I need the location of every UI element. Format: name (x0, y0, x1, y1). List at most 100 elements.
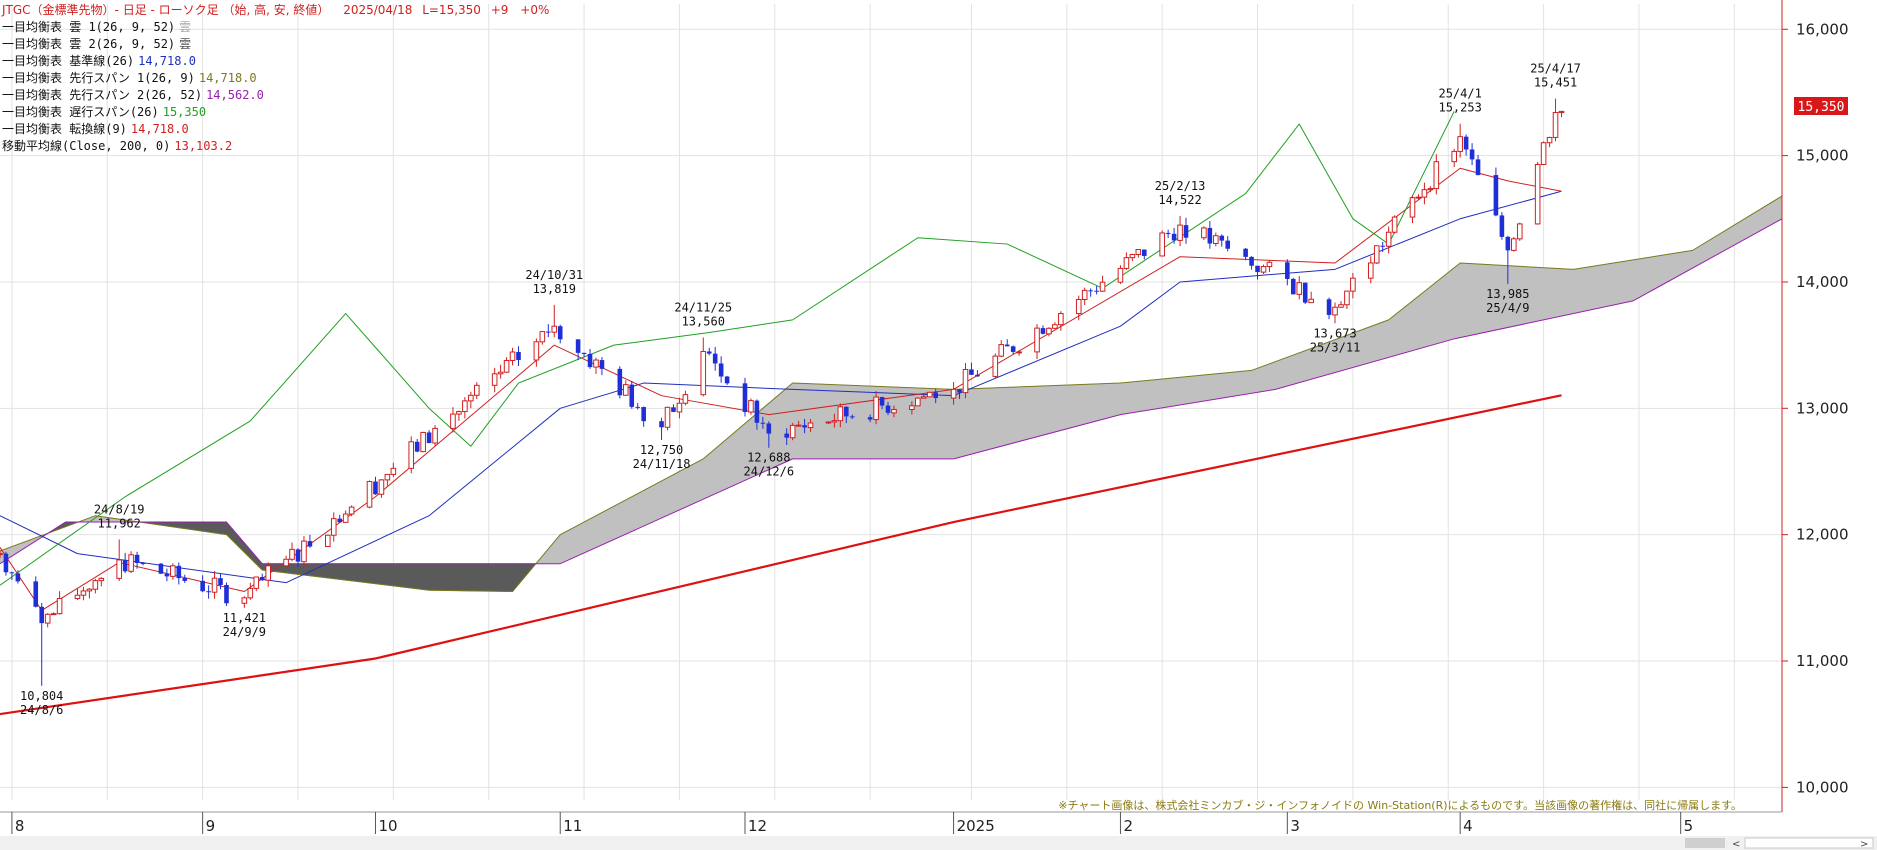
cloud-segment (1030, 385, 1038, 439)
cloud-segment (1251, 367, 1258, 394)
legend-value: 14,562.0 (206, 88, 264, 102)
cloud-segment (1537, 267, 1544, 322)
candle-body (641, 407, 646, 422)
cloud-segment (643, 486, 650, 527)
cloud-segment (1257, 365, 1264, 393)
candle-body (682, 394, 689, 404)
candle-body (301, 540, 307, 563)
legend-item: 一目均衡表 基準線(26) 14,718.0 (2, 53, 196, 68)
cloud-segment (1281, 356, 1288, 389)
candle-body (1010, 346, 1016, 352)
cloud-segment (393, 563, 400, 587)
cloud-segment (1465, 263, 1473, 337)
legend-value: 14,718.0 (131, 122, 189, 136)
candle-body (1123, 257, 1130, 269)
candle-body (44, 613, 51, 624)
candle-body (635, 406, 641, 408)
scroll-track[interactable] (1744, 837, 1874, 849)
cloud-segment (846, 384, 853, 460)
date-text: 2025/04/18 (343, 3, 412, 17)
candle-body (1207, 227, 1213, 244)
cloud-segment (1376, 321, 1383, 362)
cloud-segment (1000, 387, 1008, 447)
cloud-segment (673, 470, 680, 514)
candles (0, 98, 1565, 686)
candle-body (659, 421, 664, 428)
cloud-segment (488, 563, 495, 592)
candle-body (330, 518, 337, 536)
cloud-segment (1269, 361, 1276, 391)
candle-body (575, 339, 581, 353)
candle-body (1249, 256, 1254, 266)
legend-value: 14,718.0 (199, 71, 257, 85)
candle-body (426, 432, 432, 444)
x-tick-label: 12 (748, 817, 767, 835)
scroll-right-icon[interactable]: > (1860, 839, 1868, 850)
copyright-notice: ※チャート画像は、株式会社ミンカブ・ジ・インフォノイドの Win-Station… (1058, 798, 1742, 812)
cloud-segment (1650, 255, 1658, 292)
annotation-date: 25/4/9 (1486, 301, 1529, 315)
cloud-segment (929, 388, 936, 460)
legend-value: 13,103.2 (174, 139, 232, 153)
leading-span-2-line (0, 218, 1783, 565)
candle-body (1469, 149, 1475, 160)
cloud-segment (1215, 372, 1223, 400)
annotation-date: 25/2/13 (1155, 179, 1206, 193)
candle-body (1171, 233, 1177, 241)
cloud-segment (983, 387, 990, 452)
annotation-price: 14,522 (1158, 193, 1201, 207)
candle-body (1540, 142, 1547, 165)
candle-body (116, 559, 122, 579)
scrollbar[interactable]: < > (0, 836, 1877, 850)
candle-body (176, 565, 182, 579)
candle-body (1117, 267, 1124, 283)
cloud-segment (190, 521, 197, 531)
candle-body (1213, 235, 1219, 244)
candle-body (992, 355, 999, 377)
cloud-segment (1066, 384, 1074, 430)
candle-body (950, 388, 957, 399)
title-text: JTGC（金標準先物）- 日足 - ローソク足 （始, 高, 安, 終値） (1, 2, 329, 17)
annotation-date: 24/11/25 (674, 301, 732, 315)
candle-body (837, 406, 844, 422)
cloud-segment (899, 386, 907, 460)
cloud-segment (1221, 372, 1229, 399)
candle-body (920, 396, 927, 399)
cloud-segment (1245, 370, 1252, 395)
cloud-segment (1197, 374, 1205, 403)
cloud-segment (1543, 267, 1550, 321)
cloud-segment (1614, 261, 1622, 306)
candle-body (1225, 240, 1231, 249)
cloud-segment (1149, 379, 1157, 411)
candle-body (414, 441, 420, 452)
cloud-segment (1531, 266, 1538, 323)
cloud-segment (196, 521, 203, 532)
cloud-segment (702, 453, 710, 500)
scroll-thumb[interactable] (1685, 838, 1725, 848)
candle-body (9, 572, 15, 574)
cloud-segment (1567, 268, 1574, 316)
cloud-segment (1406, 300, 1413, 353)
cloud-segment (1096, 383, 1103, 422)
cloud-segment (1287, 354, 1294, 387)
leading-span-1-line (0, 195, 1783, 593)
candle-body (557, 326, 563, 340)
candle-body (1159, 232, 1165, 257)
candle-body (491, 373, 498, 386)
cloud-segment (1239, 370, 1246, 396)
candle-body (348, 506, 355, 515)
annotation-price: 11,421 (223, 611, 266, 625)
scroll-left-icon[interactable]: < (1732, 839, 1740, 850)
candle-body (1260, 266, 1267, 273)
candle-body (1058, 313, 1064, 326)
candle-body (384, 473, 391, 481)
legend-item: 一目均衡表 雲 2(26, 9, 52) 雲 (2, 37, 191, 51)
cloud-segment (953, 388, 960, 460)
candle-body (748, 400, 754, 413)
legend-value: 雲 (179, 37, 191, 51)
candle-body (289, 548, 295, 560)
candle-body (337, 518, 343, 523)
cloud-segment (458, 563, 466, 592)
